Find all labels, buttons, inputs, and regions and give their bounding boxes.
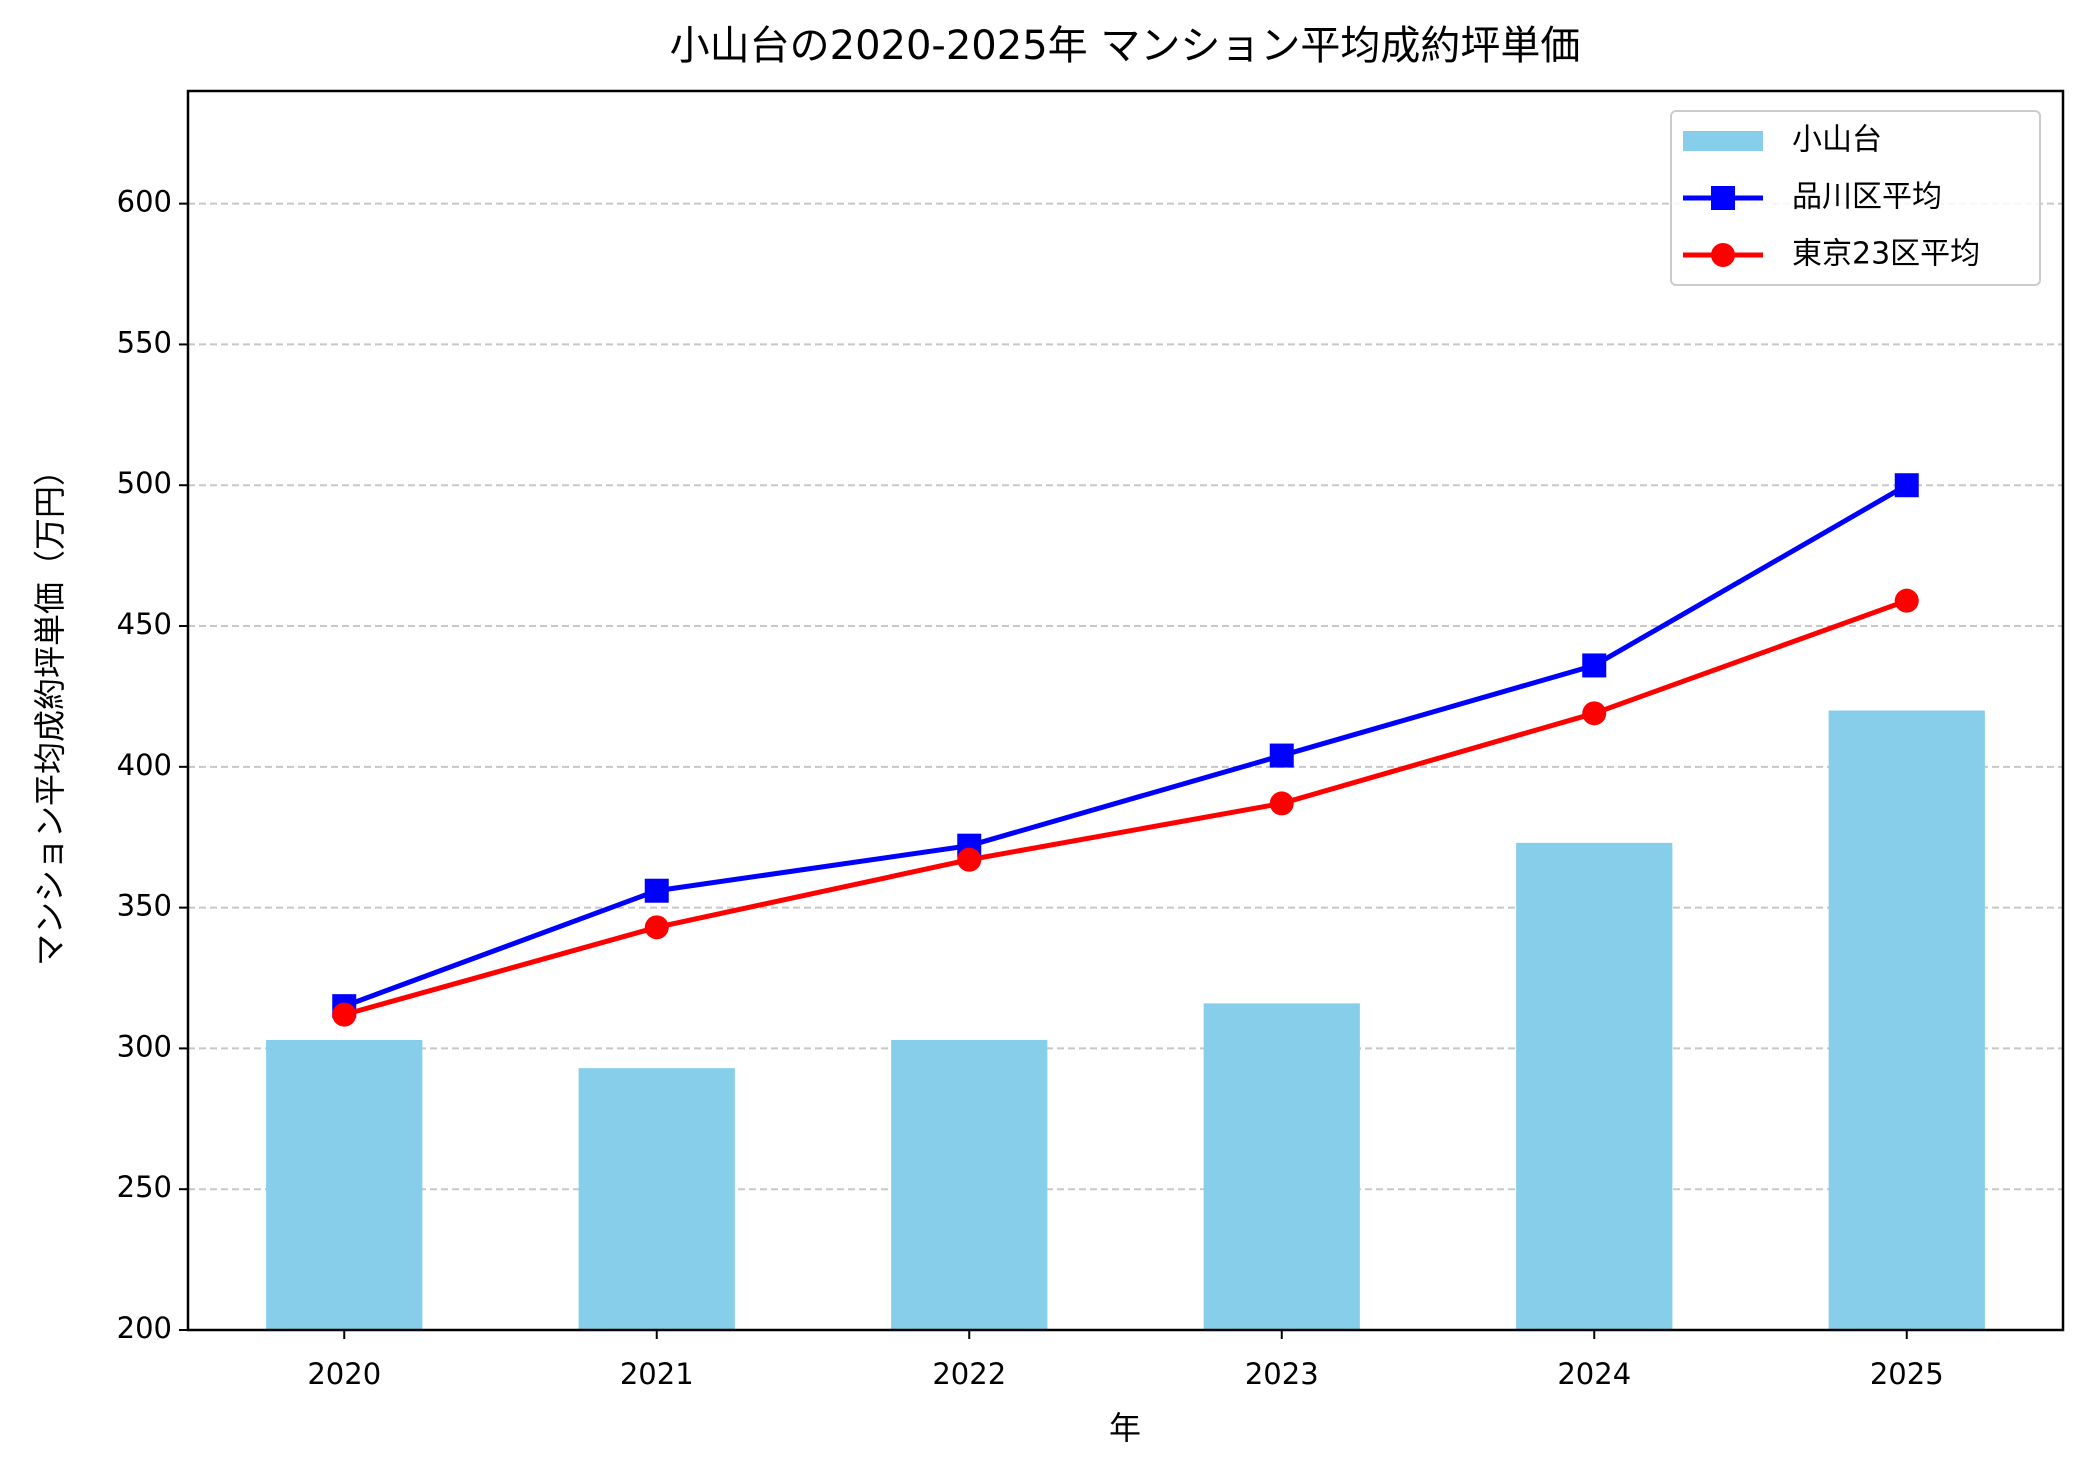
x-tick-label: 2021 <box>620 1357 694 1391</box>
y-tick-label: 600 <box>117 185 172 219</box>
marker <box>1894 473 1919 498</box>
y-tick-label: 350 <box>117 889 172 923</box>
legend-label: 小山台 <box>1792 123 1882 158</box>
x-axis-label: 年 <box>1109 1409 1141 1447</box>
y-tick-label: 450 <box>117 607 172 641</box>
marker <box>1894 588 1919 613</box>
marker <box>1269 743 1294 768</box>
x-tick-label: 2024 <box>1557 1357 1631 1391</box>
line <box>343 483 1908 1009</box>
bar <box>578 1068 735 1330</box>
bar <box>1203 1003 1360 1330</box>
plot-frame <box>186 89 2065 1332</box>
legend-label: 品川区平均 <box>1792 180 1942 215</box>
legend-marker <box>1711 243 1735 267</box>
x-tick-label: 2023 <box>1245 1357 1319 1391</box>
marker <box>1582 653 1607 678</box>
bar <box>266 1039 423 1330</box>
marker <box>644 915 669 940</box>
y-tick-label: 300 <box>117 1029 172 1063</box>
marker <box>332 1002 357 1027</box>
y-tick-label: 250 <box>117 1170 172 1204</box>
y-axis-label: マンション平均成約坪単価（万円） <box>31 454 69 966</box>
marker <box>1269 791 1294 816</box>
y-tick-label: 400 <box>117 748 172 782</box>
y-tick-label: 550 <box>117 325 172 359</box>
line <box>343 598 1908 1018</box>
legend-label: 東京23区平均 <box>1792 237 1980 272</box>
bar <box>1828 710 1985 1330</box>
marker <box>644 878 669 903</box>
chart-title: 小山台の2020-2025年 マンション平均成約坪単価 <box>670 23 1581 69</box>
x-tick-label: 2022 <box>932 1357 1006 1391</box>
legend-marker <box>1711 186 1735 210</box>
marker <box>957 847 982 872</box>
x-tick-label: 2020 <box>307 1357 381 1391</box>
bar <box>1516 842 1673 1330</box>
x-tick-label: 2025 <box>1870 1357 1944 1391</box>
bar <box>891 1039 1048 1330</box>
marker <box>1582 701 1607 726</box>
legend-swatch <box>1683 131 1763 151</box>
legend-box <box>1670 110 2041 286</box>
y-tick-label: 200 <box>117 1311 172 1345</box>
y-tick-label: 500 <box>117 466 172 500</box>
